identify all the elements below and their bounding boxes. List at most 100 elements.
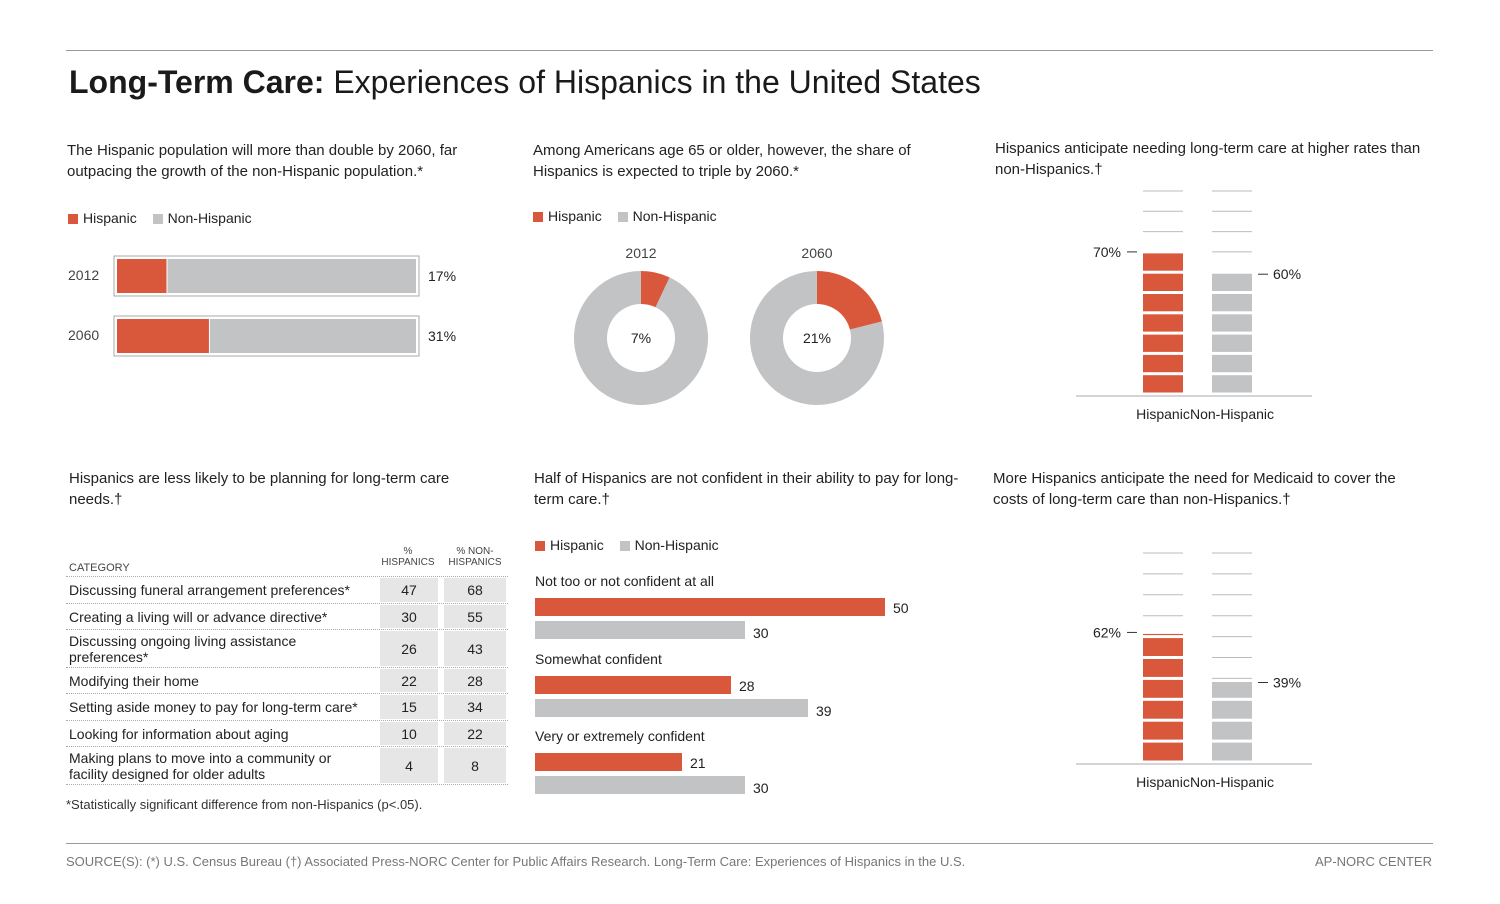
cell-hispanics: 15: [380, 695, 438, 719]
column-hispanic-segment: [1143, 334, 1183, 352]
bar-value-label: 39: [816, 703, 832, 719]
bottom-rule: [66, 843, 1433, 844]
panel5-subtitle: Half of Hispanics are not confident in t…: [534, 470, 959, 508]
confidence-bar-chart: Not too or not confident at all 50 30 Somew…: [535, 573, 909, 796]
bar-non-hispanic: [535, 699, 808, 717]
column-non-hispanic-segment: [1212, 681, 1252, 698]
row-category: Modifying their home: [69, 672, 199, 689]
cell-hispanics: 30: [380, 605, 438, 628]
cell-hispanics: 22: [380, 669, 438, 692]
cell-non-hispanics: 68: [444, 578, 506, 602]
anticipate-care-chart: 70% Hispanic 60% Non-Hispanic: [1076, 190, 1312, 422]
legend-hispanic: Hispanic: [548, 208, 602, 224]
slice-non-hispanic: [574, 271, 708, 405]
table-row: Creating a living will or advance direct…: [66, 603, 508, 629]
column-hispanic-segment: [1143, 700, 1183, 719]
table-row: Modifying their home 22 28: [66, 667, 508, 693]
slice-hispanic: [817, 271, 882, 330]
cell-hispanics: 47: [380, 578, 438, 602]
value-label: 39%: [1273, 674, 1301, 690]
bar-value-label: 21: [690, 755, 706, 771]
cell-hispanics: 4: [380, 748, 438, 783]
column-hispanic-segment: [1143, 294, 1183, 312]
bar-hispanic: [535, 598, 885, 616]
cell-non-hispanics: 55: [444, 605, 506, 628]
column-non-hispanic-segment: [1212, 700, 1252, 719]
bar-non-hispanic: [167, 259, 416, 293]
column-hispanic-segment: [1143, 721, 1183, 740]
row-category: Creating a living will or advance direct…: [69, 608, 328, 625]
legend-non-hispanic: Non-Hispanic: [634, 537, 719, 553]
column-hispanic-segment: [1143, 273, 1183, 291]
cell-hispanics: 26: [380, 631, 438, 666]
year-label: 2060: [68, 327, 99, 343]
category-label: Hispanic: [1136, 774, 1190, 790]
legend-swatch-non-hispanic: [619, 541, 630, 551]
donut-center-label: 7%: [631, 330, 651, 346]
row-category: Setting aside money to pay for long-term…: [69, 699, 358, 715]
group-label: Very or extremely confident: [535, 728, 705, 744]
column-hispanic-segment: [1143, 375, 1183, 393]
panel1-legend: Hispanic Non-Hispanic: [68, 210, 252, 226]
panel4-subtitle: Hispanics are less likely to be planning…: [69, 470, 450, 508]
donut-center-label: 21%: [803, 330, 831, 346]
value-label: 62%: [1093, 624, 1121, 640]
category-label: Hispanic: [1136, 406, 1190, 422]
table-header: CATEGORY % HISPANICS % NON-HISPANICS: [66, 540, 508, 576]
table-row: Discussing ongoing living assistance pre…: [66, 629, 508, 667]
column-hispanic-segment: [1143, 679, 1183, 698]
cell-non-hispanics: 28: [444, 669, 506, 692]
column-hispanic-segment: [1143, 253, 1183, 271]
column-hispanic-segment: [1143, 354, 1183, 373]
column-hispanic-segment: [1143, 742, 1183, 761]
data-label: 17%: [428, 268, 456, 284]
panel2-subtitle: Among Americans age 65 or older, however…: [533, 142, 911, 180]
medicaid-chart: 62% Hispanic 39% Non-Hispanic: [1076, 552, 1312, 790]
cell-non-hispanics: 43: [444, 631, 506, 666]
bar-non-hispanic: [209, 319, 416, 353]
group-label: Not too or not confident at all: [535, 573, 714, 589]
table-row: Making plans to move into a community or…: [66, 746, 508, 784]
category-label: Non-Hispanic: [1190, 774, 1274, 790]
bar-hispanic: [117, 259, 167, 293]
bar-hispanic: [535, 676, 731, 694]
bar-hispanic: [535, 753, 682, 771]
panel2-legend: Hispanic Non-Hispanic: [533, 208, 717, 224]
column-non-hispanic-segment: [1212, 721, 1252, 740]
donut-year-label: 2060: [801, 245, 832, 261]
slice-non-hispanic: [750, 271, 884, 405]
legend-hispanic: Hispanic: [550, 537, 604, 553]
table-row: Looking for information about aging 10 22: [66, 720, 508, 746]
legend-non-hispanic: Non-Hispanic: [632, 208, 717, 224]
year-label: 2012: [68, 267, 99, 283]
bar-value-label: 50: [893, 600, 909, 616]
table-row: Discussing funeral arrangement preferenc…: [66, 576, 508, 603]
bar-hispanic: [117, 319, 209, 353]
column-hispanic-segment: [1143, 638, 1183, 656]
table-bottom-rule: [66, 784, 508, 785]
cell-non-hispanics: 34: [444, 695, 506, 719]
legend-non-hispanic: Non-Hispanic: [167, 210, 252, 226]
data-label: 31%: [428, 328, 456, 344]
population-bar-chart: 2012 17% 2060 31%: [68, 255, 456, 357]
table-footnote: *Statistically significant difference fr…: [66, 797, 423, 812]
legend-swatch-hispanic: [535, 541, 545, 551]
column-hispanic-segment: [1143, 633, 1183, 636]
legend-swatch-non-hispanic: [152, 214, 163, 224]
panel1-subtitle: The Hispanic population will more than d…: [67, 142, 458, 180]
column-header-non-hispanics: % NON-HISPANICS: [448, 546, 502, 568]
column-hispanic-segment: [1143, 659, 1183, 677]
bar-value-label: 30: [753, 625, 769, 641]
bar-non-hispanic: [535, 621, 745, 639]
donut-year-label: 2012: [625, 245, 656, 261]
column-non-hispanic-segment: [1212, 273, 1252, 291]
column-non-hispanic-segment: [1212, 375, 1252, 393]
legend-swatch-non-hispanic: [617, 212, 628, 222]
top-rule: [66, 50, 1433, 51]
group-label: Somewhat confident: [535, 651, 662, 667]
row-category: Discussing funeral arrangement preferenc…: [69, 582, 350, 598]
source-footer: SOURCE(S): (*) U.S. Census Bureau (†) As…: [66, 854, 966, 869]
value-label: 60%: [1273, 266, 1301, 282]
donut-charts: 2012 7% 2060 21%: [574, 245, 884, 405]
cell-non-hispanics: 8: [444, 748, 506, 783]
